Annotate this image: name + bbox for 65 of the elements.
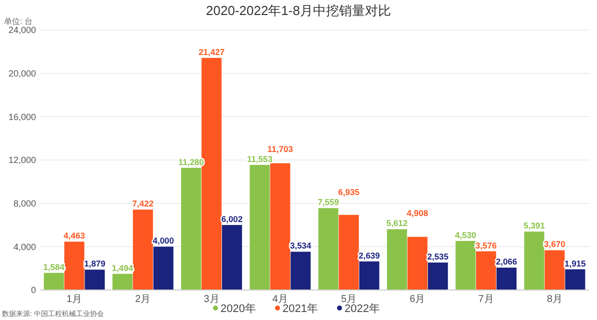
x-tick-label: 5月 (341, 294, 357, 305)
text: 单位: 台 (4, 17, 32, 26)
legend-label: 2021年 (282, 303, 318, 315)
data-label: 3,534 (290, 240, 312, 251)
data-label: 11,553 (246, 154, 273, 164)
x-tick-label: 2月 (135, 294, 151, 305)
legend-label: 2022年 (344, 303, 380, 315)
bar (359, 261, 380, 290)
y-tick-label: 4,000 (13, 242, 36, 252)
bar (112, 274, 133, 290)
bar (84, 270, 105, 290)
data-label: 7,422 (132, 198, 154, 209)
bar (565, 269, 586, 290)
x-tick-label: 4月 (272, 294, 288, 305)
data-label: 4,908 (406, 208, 428, 218)
bar (496, 268, 517, 290)
data-label: 5,612 (386, 218, 408, 228)
y-tick-label: 20,000 (8, 68, 36, 78)
bar (386, 229, 408, 290)
data-label: 1,879 (84, 258, 106, 269)
x-tick-label: 1月 (66, 294, 82, 305)
bar (456, 240, 476, 290)
chart-title: 2020-2022年1-8月中挖销量对比 (206, 3, 391, 18)
data-label: 2,066 (496, 256, 518, 267)
data-label: 21,427 (198, 46, 225, 57)
x-tick-label: 3月 (204, 294, 220, 305)
data-label: 3,670 (544, 239, 566, 250)
data-label: 1,915 (564, 258, 586, 268)
legend-label: 2020年 (220, 303, 256, 315)
bar (524, 232, 544, 290)
bar (64, 242, 84, 290)
bar (407, 236, 428, 290)
data-label: 7,559 (318, 197, 340, 208)
y-tick-label: 16,000 (8, 112, 36, 122)
x-tick-label: 6月 (410, 294, 426, 305)
bar (318, 208, 338, 290)
data-label: 6,935 (338, 187, 360, 198)
bar (132, 210, 153, 290)
x-tick-label: 7月 (478, 294, 494, 305)
data-label: 2,535 (427, 252, 449, 262)
x-tick-label: 8月 (546, 294, 562, 305)
bar (290, 252, 311, 290)
bar (250, 164, 270, 290)
y-tick-label: 24,000 (8, 25, 36, 36)
data-label: 1,494 (112, 262, 134, 273)
bar (153, 246, 174, 290)
y-tick-label: 12,000 (8, 155, 36, 166)
data-label: 4,530 (454, 230, 477, 240)
y-tick-label: 8,000 (13, 198, 36, 208)
data-label: 6,002 (221, 214, 243, 224)
data-label: 1,584 (43, 262, 65, 272)
data-label: 5,391 (524, 220, 546, 231)
bar (181, 168, 202, 290)
bar (476, 251, 496, 290)
bar (428, 262, 448, 290)
y-tick-label: 0 (30, 285, 36, 296)
bar (222, 224, 242, 290)
bar (44, 272, 64, 290)
bar (338, 214, 359, 290)
data-label: 11,703 (267, 144, 294, 154)
data-label: 4,463 (64, 230, 86, 241)
bar (202, 58, 222, 290)
bar (270, 163, 290, 290)
data-label: 3,576 (475, 240, 497, 250)
bar (544, 250, 565, 290)
